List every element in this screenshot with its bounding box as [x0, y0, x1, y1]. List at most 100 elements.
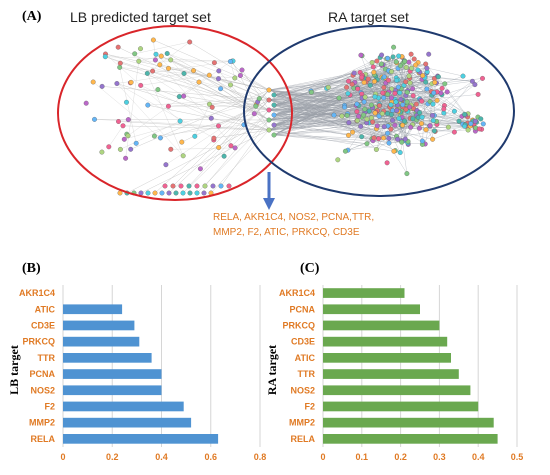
- network-node: [478, 116, 484, 122]
- network-node: [166, 65, 171, 71]
- network-node: [325, 84, 331, 90]
- network-node: [251, 111, 257, 117]
- network-node: [427, 123, 433, 129]
- bar: [323, 288, 405, 298]
- network-edge: [358, 116, 379, 139]
- network-edge: [105, 53, 270, 91]
- network-node: [166, 190, 172, 196]
- network-node: [364, 116, 370, 122]
- bar: [63, 369, 162, 379]
- network-edge: [400, 108, 412, 153]
- network-node: [102, 54, 108, 60]
- network-node: [432, 79, 438, 85]
- network-node: [237, 73, 243, 78]
- network-node: [125, 117, 131, 123]
- network-node: [354, 101, 360, 107]
- panel-a-network: (A) LB predicted target set RA target se…: [22, 9, 515, 238]
- x-tick-label: 0: [320, 452, 325, 462]
- network-node: [359, 134, 365, 140]
- network-edge: [268, 109, 365, 111]
- network-edge: [118, 121, 270, 131]
- left-set-title: LB predicted target set: [70, 9, 211, 25]
- network-edge: [268, 72, 420, 91]
- network-node: [411, 56, 417, 62]
- network-node: [196, 79, 202, 85]
- network-edge: [268, 129, 367, 144]
- network-edge: [230, 61, 270, 101]
- network-edge: [116, 83, 214, 139]
- network-edge: [124, 101, 258, 140]
- network-node: [431, 128, 437, 134]
- network-node: [164, 51, 170, 56]
- network-node: [373, 147, 379, 152]
- network-edge: [380, 57, 464, 77]
- network-node: [376, 113, 382, 119]
- network-edge: [147, 98, 260, 106]
- category-label: TTR: [38, 353, 56, 363]
- panel-b-bars: [63, 304, 219, 444]
- network-edge: [153, 39, 156, 61]
- network-node: [403, 106, 409, 112]
- network-node: [155, 87, 161, 93]
- network-edge: [153, 39, 270, 91]
- network-node: [186, 183, 192, 189]
- network-node: [359, 74, 365, 80]
- panel-c-label: (C): [300, 261, 320, 276]
- network-edge: [179, 75, 210, 97]
- network-edge: [172, 89, 270, 187]
- network-edge: [196, 119, 270, 194]
- network-node: [404, 99, 410, 105]
- network-edge: [273, 134, 367, 144]
- network-node: [349, 81, 355, 87]
- network-node: [177, 118, 183, 124]
- panel-c-x-ticks: 0 0.1 0.2 0.3 0.4 0.5: [320, 452, 523, 462]
- network-node: [376, 103, 382, 108]
- network-node: [389, 86, 395, 92]
- network-node: [472, 82, 478, 88]
- network-node: [369, 60, 375, 65]
- network-node: [409, 65, 415, 71]
- network-node: [211, 60, 217, 66]
- network-node: [442, 81, 448, 87]
- network-node: [420, 73, 426, 79]
- network-node: [121, 136, 127, 142]
- category-label: F2: [44, 402, 55, 412]
- panel-c-chart: (C) RA target AKR1C4 PCNA PRKCQ CD3E ATIC TTR…: [265, 261, 523, 462]
- network-node: [168, 146, 174, 152]
- x-tick-label: 0.5: [511, 452, 524, 462]
- category-label: AKR1C4: [19, 288, 55, 298]
- network-node: [138, 190, 144, 196]
- network-node: [216, 68, 222, 74]
- network-node: [400, 102, 406, 108]
- bar: [323, 320, 440, 331]
- network-node: [462, 111, 468, 117]
- network-node: [393, 59, 399, 65]
- network-node: [380, 90, 386, 96]
- network-edge: [347, 140, 406, 151]
- network-node: [232, 145, 238, 151]
- bar: [63, 434, 219, 444]
- bar: [323, 336, 448, 347]
- network-edge: [147, 73, 184, 156]
- network-node: [208, 115, 214, 121]
- lb-target-set-ellipse: [57, 25, 293, 201]
- bar: [63, 417, 192, 428]
- network-node: [441, 106, 447, 112]
- network-node: [430, 118, 436, 123]
- x-tick-label: 0.3: [433, 452, 446, 462]
- network-node: [159, 190, 165, 196]
- network-node: [120, 123, 126, 129]
- network-node: [209, 104, 215, 110]
- network-edge: [273, 111, 401, 116]
- network-edge: [419, 98, 436, 132]
- network-node: [125, 133, 131, 139]
- network-edge: [230, 61, 235, 79]
- network-node: [381, 74, 387, 80]
- network-node: [163, 162, 169, 168]
- network-node: [335, 157, 341, 163]
- network-edge: [194, 104, 210, 137]
- network-edge: [116, 73, 185, 84]
- network-node: [410, 86, 416, 92]
- network-node: [151, 133, 157, 139]
